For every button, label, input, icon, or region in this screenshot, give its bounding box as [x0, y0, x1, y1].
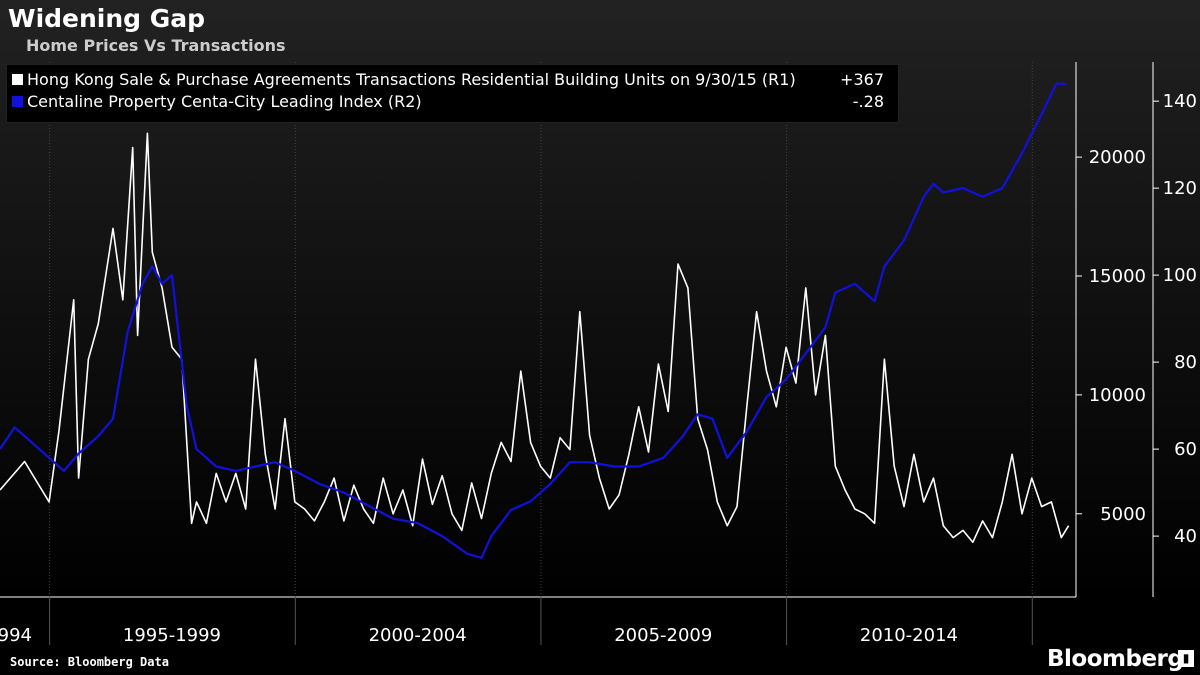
- bloomberg-terminal-icon: ▮: [1178, 650, 1194, 667]
- r1-tick-label: 10000: [1089, 385, 1146, 406]
- r2-tick-label: 100: [1163, 265, 1197, 286]
- r1-tick-label: 20000: [1089, 147, 1146, 168]
- x-tick-label: 1994: [0, 625, 32, 646]
- legend-entry-transactions: Hong Kong Sale & Purchase Agreements Tra…: [12, 70, 796, 90]
- r1-tick-label: 5000: [1100, 504, 1146, 525]
- x-tick-label: 2010-2014: [860, 625, 958, 646]
- x-tick-label: 1995-1999: [123, 625, 221, 646]
- legend-label-transactions: Hong Kong Sale & Purchase Agreements Tra…: [27, 70, 796, 89]
- legend-label-index: Centaline Property Centa-City Leading In…: [27, 92, 422, 111]
- legend-value-index: -.28: [852, 92, 884, 111]
- transactions-series-line: [0, 132, 1070, 544]
- legend-swatch-index: [12, 96, 23, 107]
- bloomberg-logo: Bloomberg: [1047, 646, 1184, 672]
- chart-subtitle: Home Prices Vs Transactions: [26, 36, 286, 55]
- chart-title: Widening Gap: [8, 4, 206, 33]
- legend-swatch-transactions: [12, 74, 23, 85]
- r2-tick-label: 60: [1174, 439, 1197, 460]
- r2-tick-label: 140: [1163, 91, 1197, 112]
- r2-tick-label: 40: [1174, 526, 1197, 547]
- legend-value-transactions: +367: [840, 70, 884, 89]
- index-series-line: [0, 82, 1067, 560]
- chart-legend: Hong Kong Sale & Purchase Agreements Tra…: [6, 64, 899, 123]
- r2-tick-label: 120: [1163, 178, 1197, 199]
- r1-tick-label: 15000: [1089, 266, 1146, 287]
- source-note: Source: Bloomberg Data: [10, 655, 169, 669]
- r2-tick-label: 80: [1174, 352, 1197, 373]
- legend-entry-index: Centaline Property Centa-City Leading In…: [12, 92, 422, 112]
- x-tick-label: 2005-2009: [614, 625, 712, 646]
- x-tick-label: 2000-2004: [369, 625, 467, 646]
